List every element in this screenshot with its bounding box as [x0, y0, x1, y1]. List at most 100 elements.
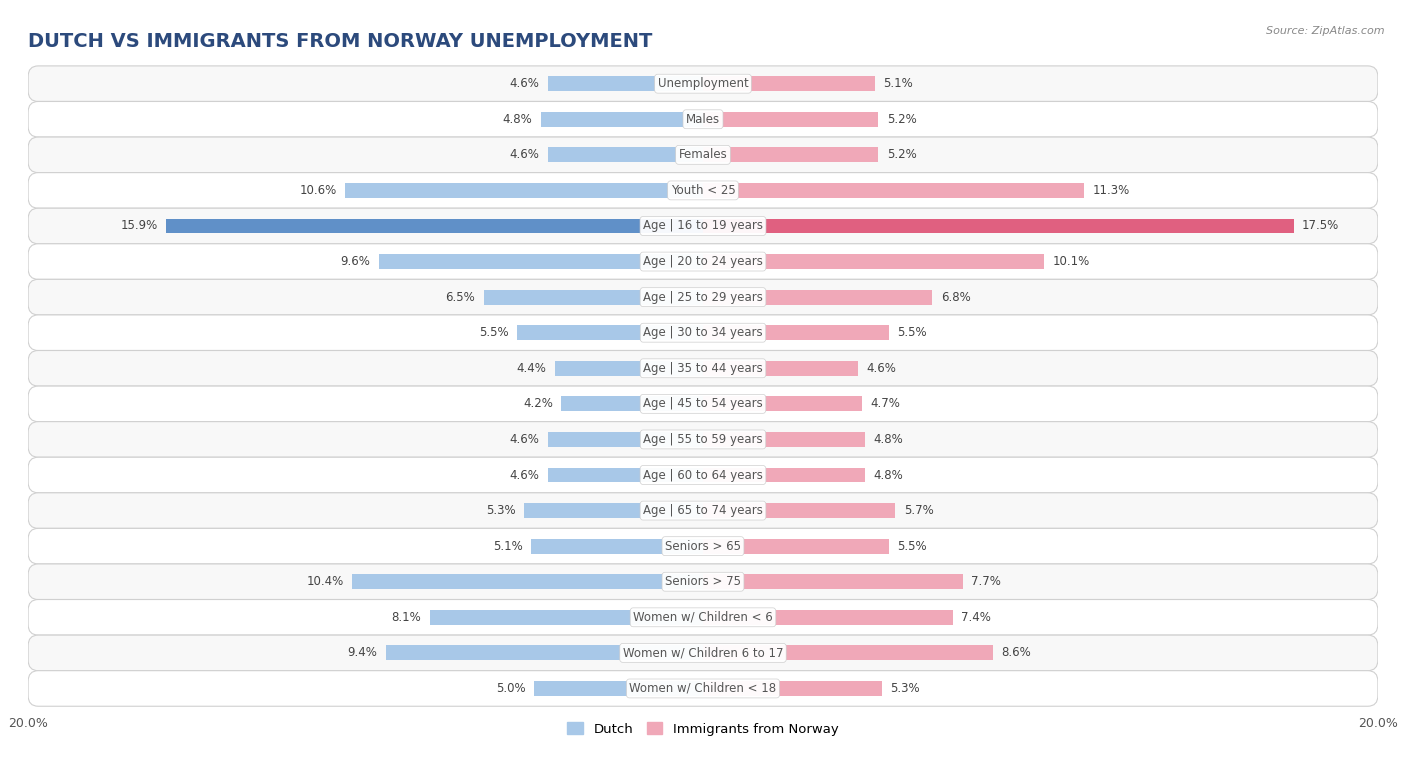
- Text: Seniors > 75: Seniors > 75: [665, 575, 741, 588]
- Text: Age | 30 to 34 years: Age | 30 to 34 years: [643, 326, 763, 339]
- Text: 4.4%: 4.4%: [516, 362, 546, 375]
- Text: Source: ZipAtlas.com: Source: ZipAtlas.com: [1267, 26, 1385, 36]
- Bar: [346, 183, 703, 198]
- Text: Women w/ Children < 18: Women w/ Children < 18: [630, 682, 776, 695]
- Bar: [703, 503, 896, 518]
- Bar: [352, 575, 703, 589]
- Text: 6.8%: 6.8%: [941, 291, 970, 304]
- Bar: [703, 397, 862, 411]
- Legend: Dutch, Immigrants from Norway: Dutch, Immigrants from Norway: [562, 717, 844, 741]
- Text: Women w/ Children 6 to 17: Women w/ Children 6 to 17: [623, 646, 783, 659]
- Bar: [703, 148, 879, 162]
- Bar: [703, 681, 882, 696]
- Text: 5.5%: 5.5%: [897, 540, 927, 553]
- Bar: [531, 539, 703, 553]
- FancyBboxPatch shape: [28, 493, 1378, 528]
- FancyBboxPatch shape: [28, 244, 1378, 279]
- Text: 5.2%: 5.2%: [887, 148, 917, 161]
- Text: 4.6%: 4.6%: [509, 433, 540, 446]
- Bar: [703, 610, 953, 625]
- FancyBboxPatch shape: [28, 208, 1378, 244]
- Text: Age | 45 to 54 years: Age | 45 to 54 years: [643, 397, 763, 410]
- Text: 4.6%: 4.6%: [866, 362, 897, 375]
- Text: 11.3%: 11.3%: [1092, 184, 1130, 197]
- Text: 5.5%: 5.5%: [479, 326, 509, 339]
- Bar: [548, 76, 703, 91]
- Text: 7.7%: 7.7%: [972, 575, 1001, 588]
- Bar: [703, 646, 993, 660]
- Text: 4.2%: 4.2%: [523, 397, 553, 410]
- Text: Women w/ Children < 6: Women w/ Children < 6: [633, 611, 773, 624]
- FancyBboxPatch shape: [28, 173, 1378, 208]
- Bar: [703, 432, 865, 447]
- FancyBboxPatch shape: [28, 457, 1378, 493]
- Text: 10.4%: 10.4%: [307, 575, 343, 588]
- Text: 8.1%: 8.1%: [391, 611, 422, 624]
- Bar: [703, 112, 879, 126]
- Text: 15.9%: 15.9%: [121, 220, 157, 232]
- Text: 4.6%: 4.6%: [509, 148, 540, 161]
- Text: Age | 20 to 24 years: Age | 20 to 24 years: [643, 255, 763, 268]
- Bar: [703, 290, 932, 304]
- Bar: [703, 539, 889, 553]
- Bar: [517, 326, 703, 340]
- Text: 5.5%: 5.5%: [897, 326, 927, 339]
- FancyBboxPatch shape: [28, 279, 1378, 315]
- Bar: [385, 646, 703, 660]
- FancyBboxPatch shape: [28, 137, 1378, 173]
- Text: Females: Females: [679, 148, 727, 161]
- FancyBboxPatch shape: [28, 386, 1378, 422]
- Bar: [548, 432, 703, 447]
- Text: Age | 16 to 19 years: Age | 16 to 19 years: [643, 220, 763, 232]
- Text: 10.6%: 10.6%: [299, 184, 337, 197]
- Text: Age | 55 to 59 years: Age | 55 to 59 years: [643, 433, 763, 446]
- FancyBboxPatch shape: [28, 350, 1378, 386]
- Bar: [561, 397, 703, 411]
- Text: 5.3%: 5.3%: [486, 504, 516, 517]
- Bar: [430, 610, 703, 625]
- Text: 5.2%: 5.2%: [887, 113, 917, 126]
- Text: 6.5%: 6.5%: [446, 291, 475, 304]
- Bar: [380, 254, 703, 269]
- Bar: [703, 183, 1084, 198]
- Text: 4.8%: 4.8%: [873, 433, 903, 446]
- Text: 4.6%: 4.6%: [509, 77, 540, 90]
- Bar: [534, 681, 703, 696]
- Bar: [703, 468, 865, 482]
- Text: 5.1%: 5.1%: [492, 540, 523, 553]
- Bar: [548, 148, 703, 162]
- Text: 8.6%: 8.6%: [1001, 646, 1032, 659]
- Text: Males: Males: [686, 113, 720, 126]
- FancyBboxPatch shape: [28, 528, 1378, 564]
- Text: 9.6%: 9.6%: [340, 255, 371, 268]
- Text: 4.7%: 4.7%: [870, 397, 900, 410]
- Text: Unemployment: Unemployment: [658, 77, 748, 90]
- Text: 7.4%: 7.4%: [962, 611, 991, 624]
- Text: 5.0%: 5.0%: [496, 682, 526, 695]
- Bar: [166, 219, 703, 233]
- Text: Age | 35 to 44 years: Age | 35 to 44 years: [643, 362, 763, 375]
- Bar: [703, 254, 1043, 269]
- Bar: [703, 219, 1294, 233]
- Bar: [484, 290, 703, 304]
- Text: 9.4%: 9.4%: [347, 646, 377, 659]
- Text: Seniors > 65: Seniors > 65: [665, 540, 741, 553]
- Text: Age | 60 to 64 years: Age | 60 to 64 years: [643, 469, 763, 481]
- FancyBboxPatch shape: [28, 101, 1378, 137]
- Bar: [554, 361, 703, 375]
- Text: Youth < 25: Youth < 25: [671, 184, 735, 197]
- Text: 4.8%: 4.8%: [873, 469, 903, 481]
- FancyBboxPatch shape: [28, 66, 1378, 101]
- Bar: [703, 76, 875, 91]
- Text: Age | 25 to 29 years: Age | 25 to 29 years: [643, 291, 763, 304]
- FancyBboxPatch shape: [28, 315, 1378, 350]
- FancyBboxPatch shape: [28, 600, 1378, 635]
- Text: DUTCH VS IMMIGRANTS FROM NORWAY UNEMPLOYMENT: DUTCH VS IMMIGRANTS FROM NORWAY UNEMPLOY…: [28, 32, 652, 51]
- FancyBboxPatch shape: [28, 422, 1378, 457]
- Bar: [703, 326, 889, 340]
- Text: 10.1%: 10.1%: [1052, 255, 1090, 268]
- Text: 5.1%: 5.1%: [883, 77, 914, 90]
- FancyBboxPatch shape: [28, 671, 1378, 706]
- Text: Age | 65 to 74 years: Age | 65 to 74 years: [643, 504, 763, 517]
- Bar: [541, 112, 703, 126]
